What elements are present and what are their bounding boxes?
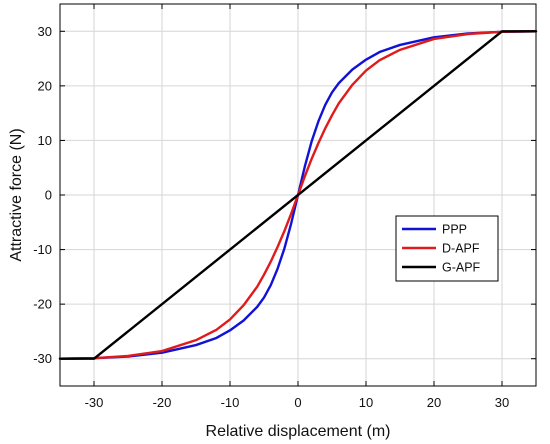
y-tick-label: 30 (38, 24, 52, 39)
series-line-g-apf (58, 30, 538, 360)
grid (60, 4, 536, 386)
y-axis-label: Attractive force (N) (8, 128, 25, 261)
legend-box (395, 215, 499, 282)
y-tick-label: -20 (33, 297, 52, 312)
legend-label-g-apf: G-APF (442, 261, 481, 275)
y-tick-label: 0 (45, 188, 52, 203)
axis-ticks: -30 -20 -10 0 10 20 30 -30 -20 -10 0 10 20 30 (33, 4, 536, 410)
x-tick-label: 30 (495, 395, 509, 410)
series-lines (58, 30, 538, 360)
x-tick-label: -10 (221, 395, 240, 410)
y-tick-label: -30 (33, 351, 52, 366)
x-tick-label: -20 (153, 395, 172, 410)
legend-label-ppp: PPP (442, 223, 467, 237)
x-tick-label: 20 (427, 395, 441, 410)
x-tick-label: 0 (294, 395, 301, 410)
x-tick-label: -30 (85, 395, 104, 410)
y-tick-label: -10 (33, 242, 52, 257)
x-tick-label: 10 (359, 395, 373, 410)
legend-label-d-apf: D-APF (442, 242, 480, 256)
y-tick-label: 20 (38, 78, 52, 93)
x-axis-label: Relative displacement (m) (206, 423, 391, 440)
y-tick-label: 10 (38, 133, 52, 148)
legend: PPP D-APF G-APF (395, 215, 499, 282)
